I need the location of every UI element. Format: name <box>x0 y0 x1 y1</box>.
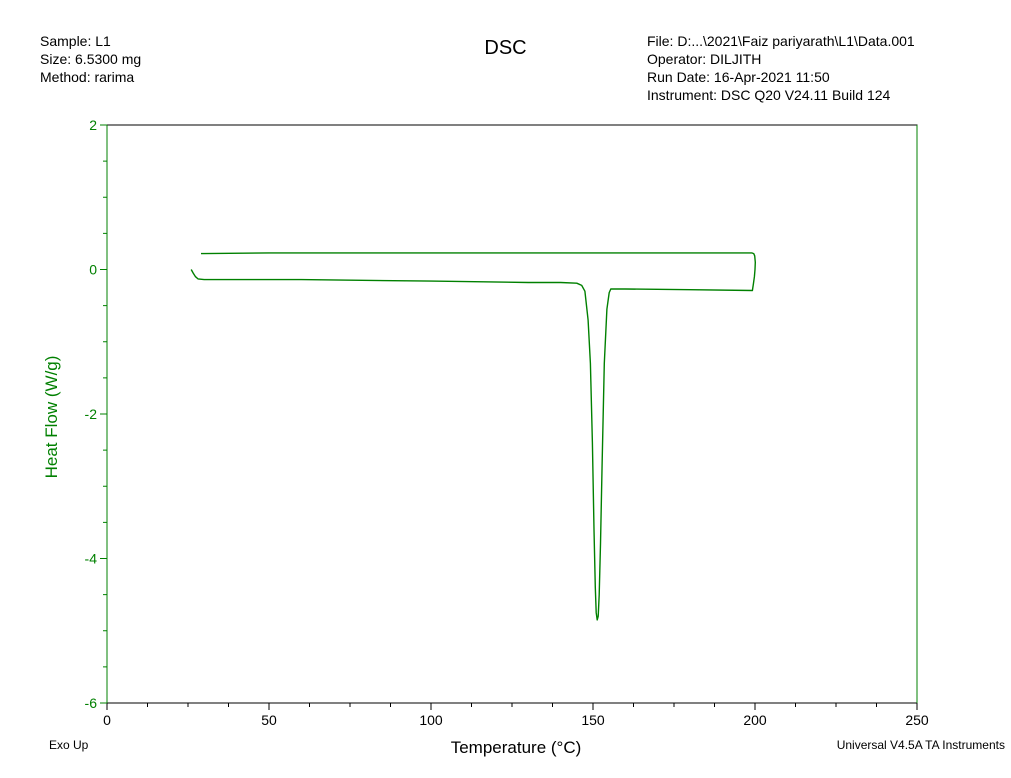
operator-label: Operator: DILJITH <box>647 51 762 67</box>
heat-flow-curve <box>190 252 756 621</box>
y-axis-label: Heat Flow (W/g) <box>42 356 61 479</box>
x-tick-label: 200 <box>743 712 767 728</box>
method-label: Method: rarima <box>40 69 135 85</box>
x-tick-label: 50 <box>261 712 277 728</box>
x-tick-label: 0 <box>103 712 111 728</box>
file-label: File: D:...\2021\Faiz pariyarath\L1\Data… <box>647 33 915 49</box>
exo-up-label: Exo Up <box>49 738 89 752</box>
x-axis-label: Temperature (°C) <box>451 738 582 757</box>
run-date-label: Run Date: 16-Apr-2021 11:50 <box>647 69 830 85</box>
x-tick-label: 150 <box>581 712 605 728</box>
series-group <box>190 252 756 621</box>
chart-title: DSC <box>484 37 527 59</box>
sample-info: Sample: L1 Size: 6.5300 mg Method: rarim… <box>40 32 141 86</box>
x-tick-label: 100 <box>419 712 443 728</box>
y-tick-label: -4 <box>85 551 98 567</box>
sample-label: Sample: L1 <box>40 33 111 49</box>
y-tick-label: 0 <box>89 262 97 278</box>
y-tick-label: -2 <box>85 406 98 422</box>
y-tick-label: 2 <box>89 117 97 133</box>
y-axis: 2 0 -2 -4 -6 <box>85 117 107 711</box>
y-tick-label: -6 <box>85 695 98 711</box>
software-label: Universal V4.5A TA Instruments <box>836 738 1005 752</box>
size-label: Size: 6.5300 mg <box>40 51 142 67</box>
x-tick-label: 250 <box>905 712 929 728</box>
plot-frame <box>106 124 918 704</box>
run-info: File: D:...\2021\Faiz pariyarath\L1\Data… <box>647 32 915 104</box>
instrument-label: Instrument: DSC Q20 V24.11 Build 124 <box>647 87 891 103</box>
x-axis: 0 50 100 150 200 250 <box>103 703 929 728</box>
